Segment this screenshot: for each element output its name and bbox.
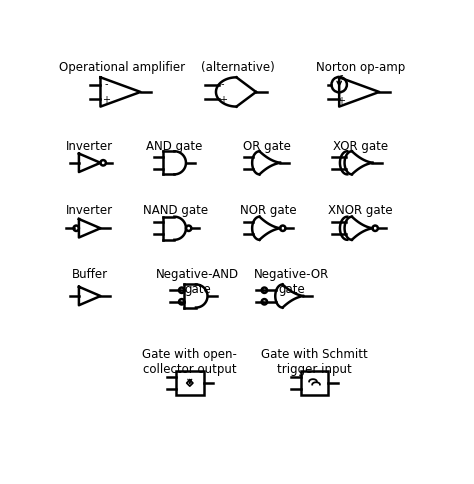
Text: -: - [340,70,343,80]
Text: Inverter: Inverter [66,140,113,152]
Text: NAND gate: NAND gate [143,204,209,217]
Text: Negative-OR
gate: Negative-OR gate [254,268,329,296]
Bar [176,372,204,394]
Text: Gate with Schmitt
trigger input: Gate with Schmitt trigger input [261,348,368,376]
Text: Negative-AND
gate: Negative-AND gate [156,268,239,296]
Text: -: - [104,79,108,89]
Text: Gate with open-
collector output: Gate with open- collector output [142,348,237,376]
Text: +: + [337,96,346,106]
Text: Operational amplifier: Operational amplifier [59,61,185,74]
Text: OR gate: OR gate [243,140,291,152]
Text: Buffer: Buffer [72,268,108,281]
Text: XNOR gate: XNOR gate [328,204,393,217]
Text: +: + [102,95,110,105]
Text: +: + [219,95,227,105]
Text: NOR gate: NOR gate [240,204,297,217]
Text: XOR gate: XOR gate [333,140,388,152]
Bar [301,372,328,394]
Text: Inverter: Inverter [66,204,113,217]
Text: Norton op-amp: Norton op-amp [316,61,405,74]
Text: -: - [221,79,225,89]
Text: (alternative): (alternative) [201,61,274,74]
Text: AND gate: AND gate [146,140,202,152]
